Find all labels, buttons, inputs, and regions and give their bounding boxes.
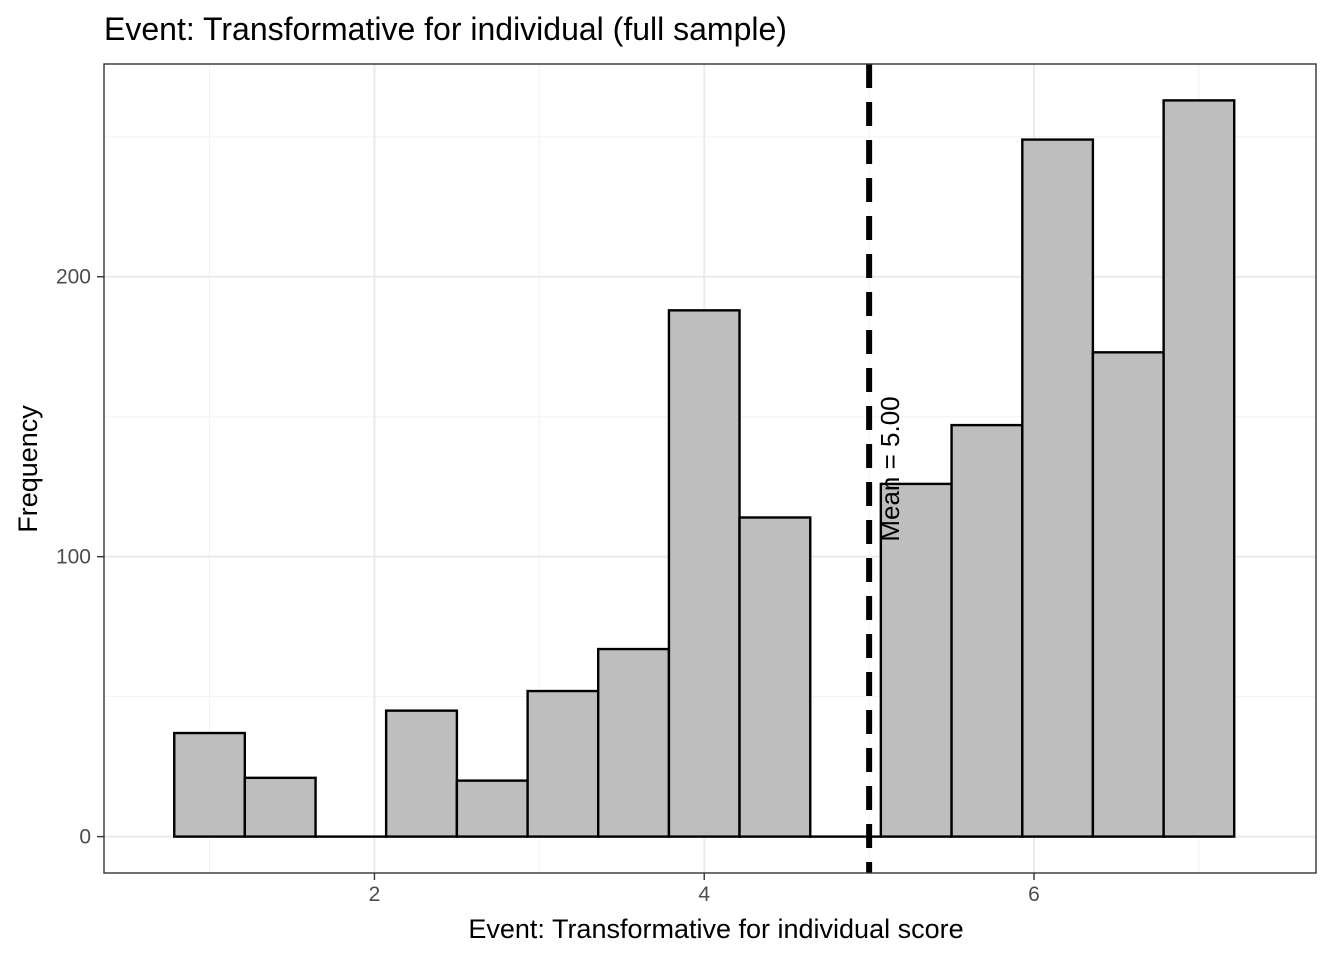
histogram-bar [950,423,1024,838]
chart-title: Event: Transformative for individual (fu… [104,11,787,47]
bars-layer [173,99,1236,838]
x-tick-label: 6 [1028,883,1040,906]
histogram-bar [596,647,671,838]
axis-layer: 2 4 6 0 100 200 [56,266,1040,906]
y-tick-label: 200 [56,266,91,289]
y-tick-label: 100 [56,546,91,569]
histogram-bar [384,709,459,838]
histogram-bar [455,779,529,838]
y-tick-label: 0 [79,826,91,849]
histogram-bar [173,731,247,838]
histogram-bar [1162,99,1236,838]
x-axis-title: Event: Transformative for individual sco… [468,914,963,944]
y-axis-title: Frequency [13,405,43,533]
histogram-bar [1091,351,1165,838]
histogram-bar [243,776,317,838]
mean-label: Mean = 5.00 [875,396,905,541]
x-tick-label: 2 [369,883,381,906]
histogram-bar [526,689,600,838]
mean-layer: Mean = 5.00 [866,64,905,873]
panel-border [103,63,1317,874]
histogram-bar [738,516,812,838]
x-tick-label: 4 [698,883,710,906]
histogram-bar [1021,138,1095,838]
histogram-bar [667,309,741,838]
